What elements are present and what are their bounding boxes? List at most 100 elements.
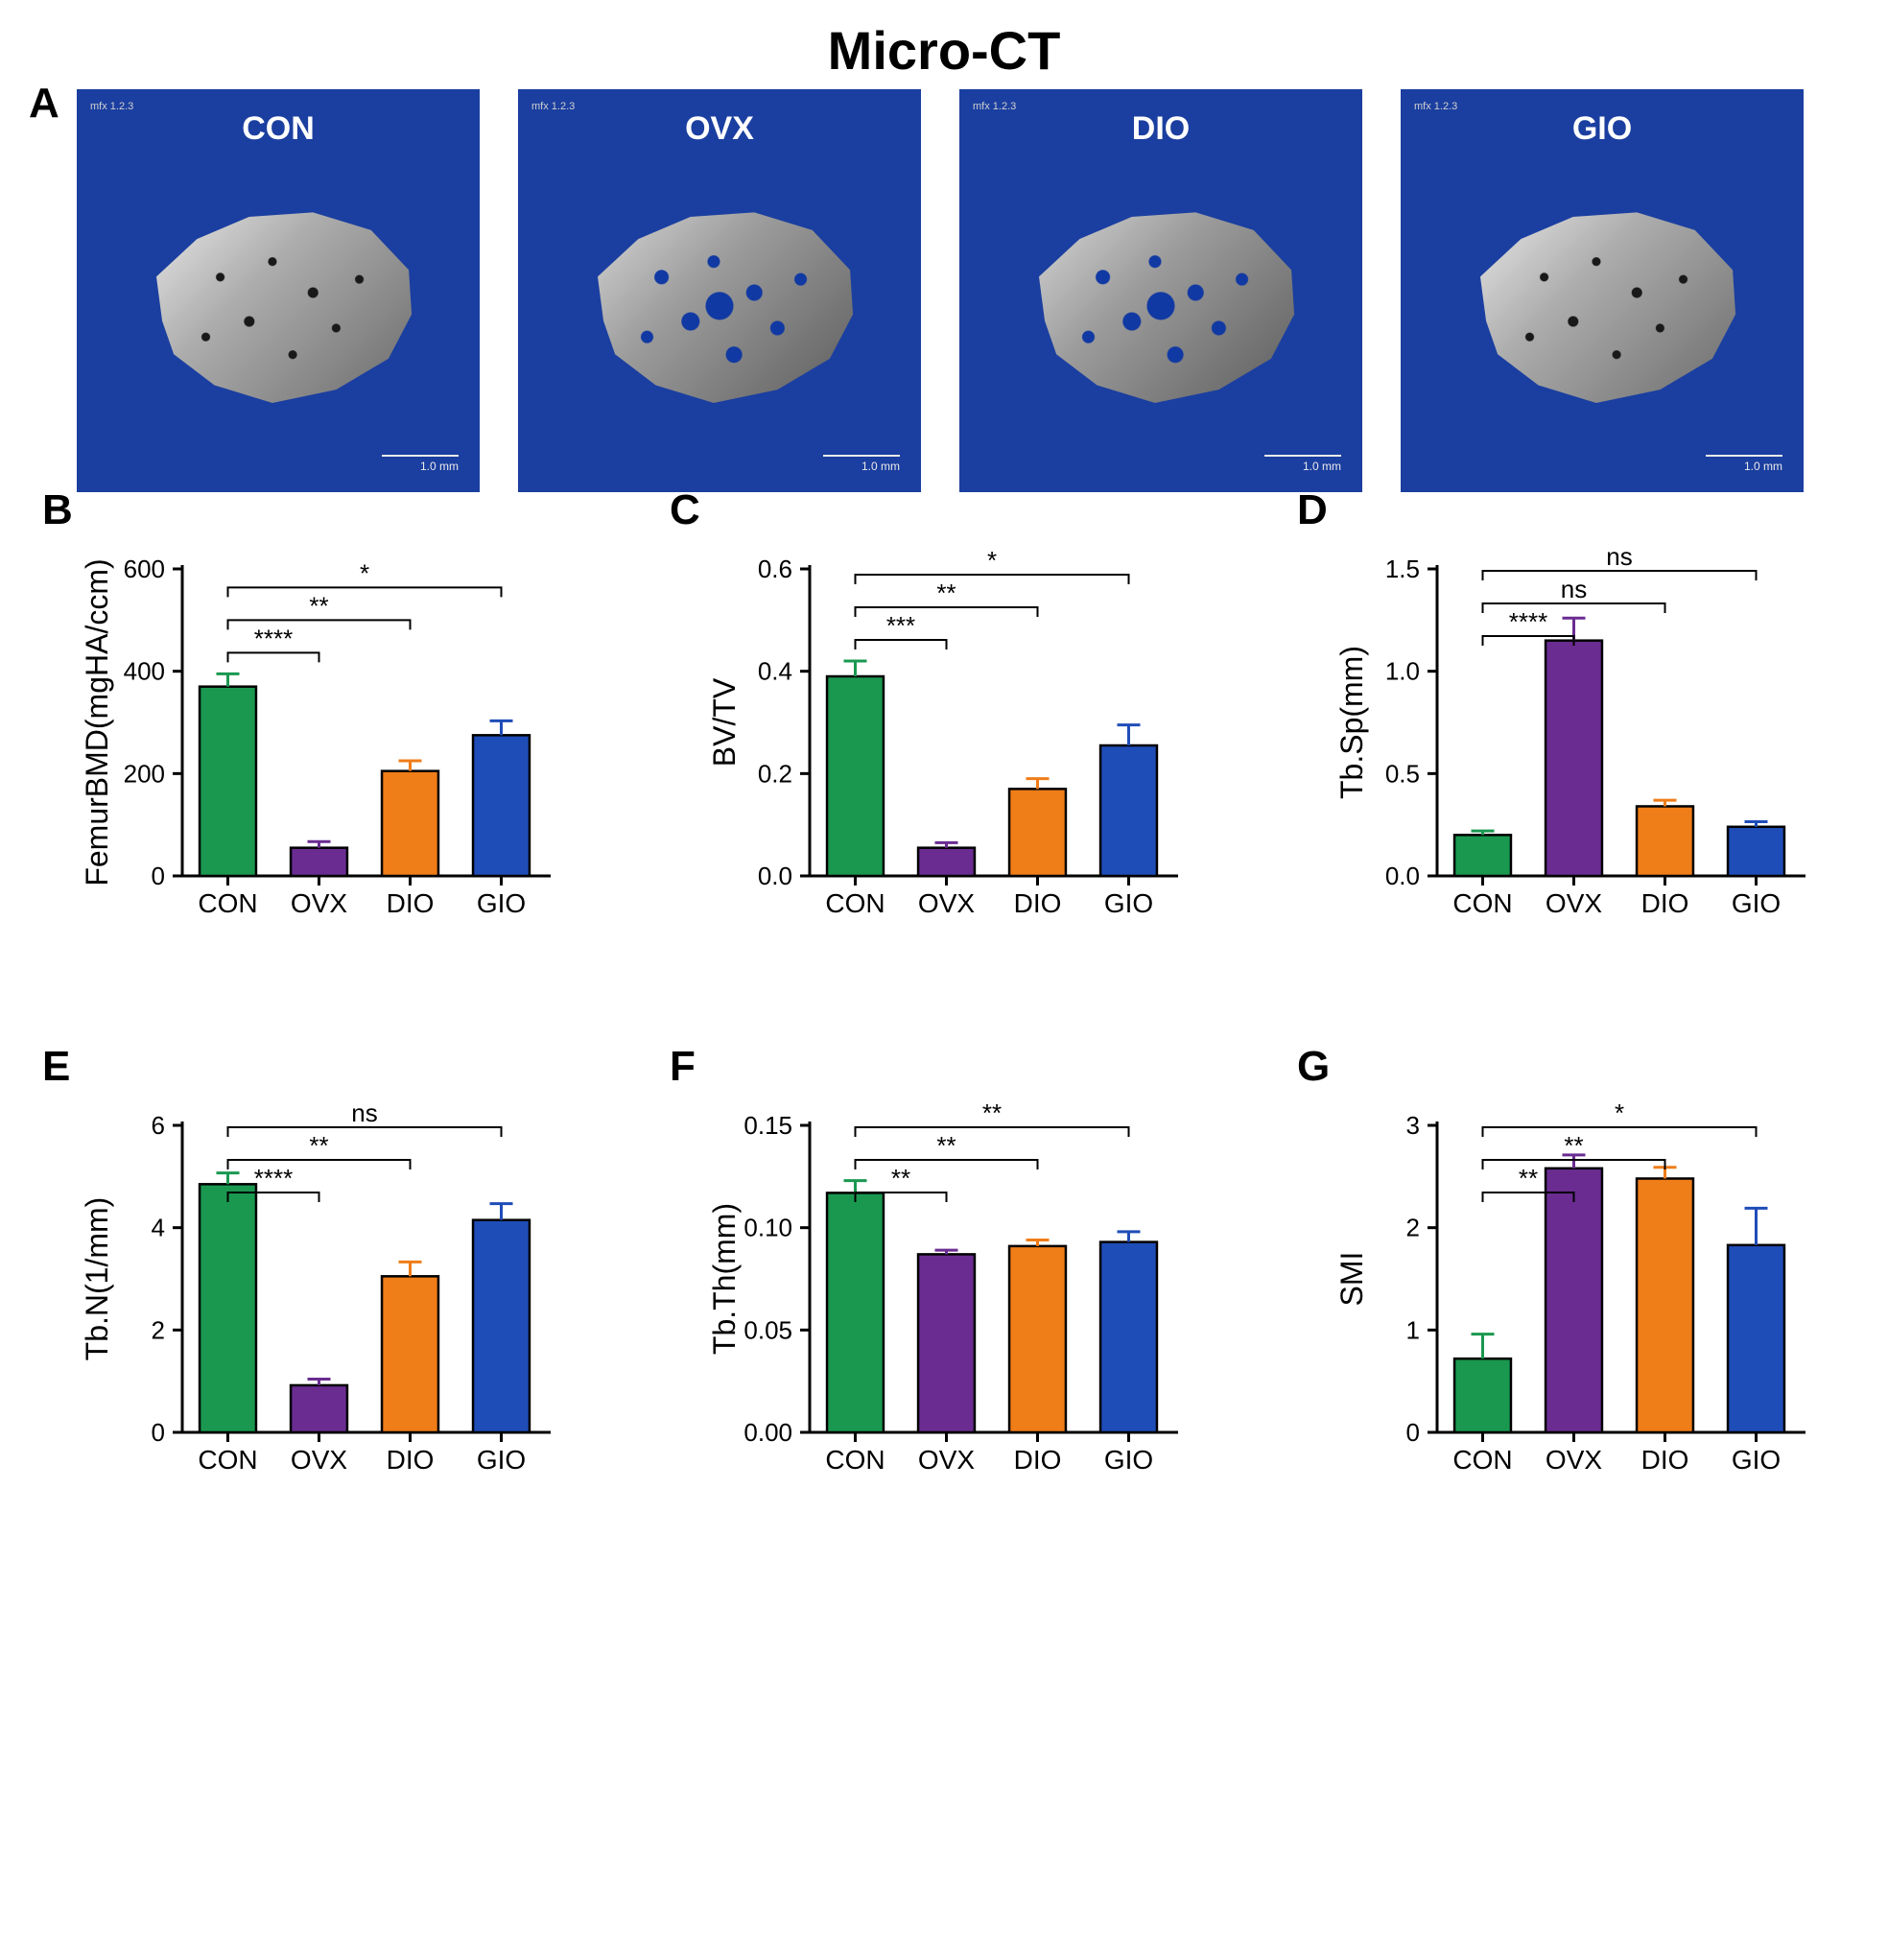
ct-bone-render <box>133 200 423 421</box>
ct-tile-ovx: OVX mfx 1.2.3 1.0 mm <box>518 89 921 492</box>
bar-dio <box>1009 1246 1066 1432</box>
svg-text:4: 4 <box>152 1214 165 1242</box>
sig-label: ** <box>309 1131 328 1160</box>
ct-tile-label: OVX <box>685 110 754 148</box>
bar-ovx <box>1546 1169 1602 1432</box>
svg-text:BV/TV: BV/TV <box>707 677 742 767</box>
bar-gio <box>1728 827 1784 876</box>
ct-bone-render <box>575 200 864 421</box>
figure-title: Micro-CT <box>19 19 1869 82</box>
sig-label: ** <box>309 591 328 620</box>
svg-text:0.5: 0.5 <box>1385 759 1420 788</box>
svg-text:GIO: GIO <box>477 888 526 918</box>
bar-gio <box>473 1220 530 1432</box>
svg-text:0.0: 0.0 <box>1385 862 1420 890</box>
ct-scale: 1.0 mm <box>823 455 900 473</box>
svg-text:CON: CON <box>825 888 885 918</box>
svg-text:GIO: GIO <box>1732 1445 1781 1475</box>
svg-text:DIO: DIO <box>387 888 435 918</box>
bar-dio <box>382 1276 438 1432</box>
ct-bone-render <box>1457 200 1747 421</box>
ct-corner-text: mfx 1.2.3 <box>531 101 575 112</box>
svg-text:GIO: GIO <box>1732 888 1781 918</box>
chart-svg: 0246Tb.N(1/mm)CONOVXDIOGIO******ns <box>77 1049 614 1547</box>
chart-row-2: E0246Tb.N(1/mm)CONOVXDIOGIO******nsF0.00… <box>19 1049 1869 1547</box>
bar-ovx <box>291 1385 347 1432</box>
chart-svg: 0.00.20.40.6BV/TVCONOVXDIOGIO****** <box>704 492 1241 991</box>
panel-letter: C <box>670 486 700 534</box>
chart-panel-f: F0.000.050.100.15Tb.Th(mm)CONOVXDIOGIO**… <box>666 1049 1241 1547</box>
svg-text:DIO: DIO <box>1014 888 1062 918</box>
ct-scale: 1.0 mm <box>1706 455 1782 473</box>
svg-text:SMI: SMI <box>1334 1252 1369 1307</box>
svg-text:1.0: 1.0 <box>1385 657 1420 686</box>
chart-panel-c: C0.00.20.40.6BV/TVCONOVXDIOGIO****** <box>666 492 1241 991</box>
bar-con <box>827 1193 884 1432</box>
sig-label: ns <box>1606 542 1632 571</box>
svg-text:OVX: OVX <box>1546 1445 1602 1475</box>
ct-tile-con: CONmfx 1.2.31.0 mm <box>77 89 480 492</box>
svg-text:OVX: OVX <box>918 888 975 918</box>
svg-text:OVX: OVX <box>918 1445 975 1475</box>
svg-text:DIO: DIO <box>1014 1445 1062 1475</box>
sig-label: * <box>1615 1098 1624 1127</box>
svg-text:CON: CON <box>1452 1445 1512 1475</box>
svg-text:0: 0 <box>152 862 165 890</box>
ct-tile-label: CON <box>242 110 315 148</box>
svg-text:1: 1 <box>1406 1315 1420 1344</box>
ct-scale: 1.0 mm <box>382 455 459 473</box>
panel-letter-a: A <box>29 80 59 128</box>
bar-con <box>200 687 256 876</box>
bar-ovx <box>291 848 347 876</box>
ct-bone-render <box>1016 200 1306 421</box>
ct-tile-label: DIO <box>1132 110 1190 148</box>
sig-label: ns <box>1561 575 1587 603</box>
svg-text:DIO: DIO <box>1641 1445 1689 1475</box>
svg-text:0.4: 0.4 <box>758 657 792 686</box>
panel-letter: D <box>1297 486 1328 534</box>
chart-svg: 0123SMICONOVXDIOGIO***** <box>1332 1049 1869 1547</box>
ct-corner-text: mfx 1.2.3 <box>1414 101 1457 112</box>
chart-panel-e: E0246Tb.N(1/mm)CONOVXDIOGIO******ns <box>38 1049 614 1547</box>
bar-con <box>827 676 884 876</box>
sig-label: **** <box>254 624 293 652</box>
svg-text:GIO: GIO <box>1104 888 1153 918</box>
svg-text:0: 0 <box>152 1418 165 1447</box>
bar-con <box>200 1184 256 1432</box>
svg-text:0.0: 0.0 <box>758 862 792 890</box>
svg-text:0.2: 0.2 <box>758 759 792 788</box>
svg-text:600: 600 <box>124 555 165 583</box>
ct-tile-gio: GIOmfx 1.2.31.0 mm <box>1401 89 1804 492</box>
chart-panel-b: B0200400600FemurBMD(mgHA/ccm)CONOVXDIOGI… <box>38 492 614 991</box>
svg-text:0: 0 <box>1406 1418 1420 1447</box>
figure-root: Micro-CT A CONmfx 1.2.31.0 mmOVXmfx 1.2.… <box>19 19 1869 1547</box>
bar-con <box>1454 835 1511 876</box>
svg-text:OVX: OVX <box>291 1445 347 1475</box>
sig-label: ns <box>351 1098 377 1127</box>
svg-text:0.10: 0.10 <box>743 1214 792 1242</box>
svg-text:0.6: 0.6 <box>758 555 792 583</box>
svg-text:2: 2 <box>1406 1214 1420 1242</box>
svg-text:0.05: 0.05 <box>743 1315 792 1344</box>
svg-text:GIO: GIO <box>1104 1445 1153 1475</box>
panel-a-row: A CONmfx 1.2.31.0 mmOVXmfx 1.2.31.0 mmDI… <box>77 89 1869 492</box>
sig-label: ** <box>982 1098 1002 1127</box>
bar-dio <box>1009 789 1066 876</box>
sig-label: **** <box>254 1164 293 1193</box>
bar-dio <box>382 771 438 876</box>
bar-dio <box>1637 806 1693 876</box>
svg-text:1.5: 1.5 <box>1385 555 1420 583</box>
svg-text:Tb.Th(mm): Tb.Th(mm) <box>707 1203 742 1355</box>
sig-label: ** <box>891 1164 910 1193</box>
svg-text:DIO: DIO <box>1641 888 1689 918</box>
sig-label: ** <box>1519 1164 1538 1193</box>
svg-text:2: 2 <box>152 1315 165 1344</box>
chart-svg: 0.00.51.01.5Tb.Sp(mm)CONOVXDIOGIO****nsn… <box>1332 492 1869 991</box>
ct-scale: 1.0 mm <box>1264 455 1341 473</box>
chart-row-1: B0200400600FemurBMD(mgHA/ccm)CONOVXDIOGI… <box>19 492 1869 991</box>
sig-label: *** <box>886 611 915 640</box>
svg-text:200: 200 <box>124 759 165 788</box>
svg-text:6: 6 <box>152 1111 165 1140</box>
svg-text:CON: CON <box>825 1445 885 1475</box>
svg-text:CON: CON <box>1452 888 1512 918</box>
